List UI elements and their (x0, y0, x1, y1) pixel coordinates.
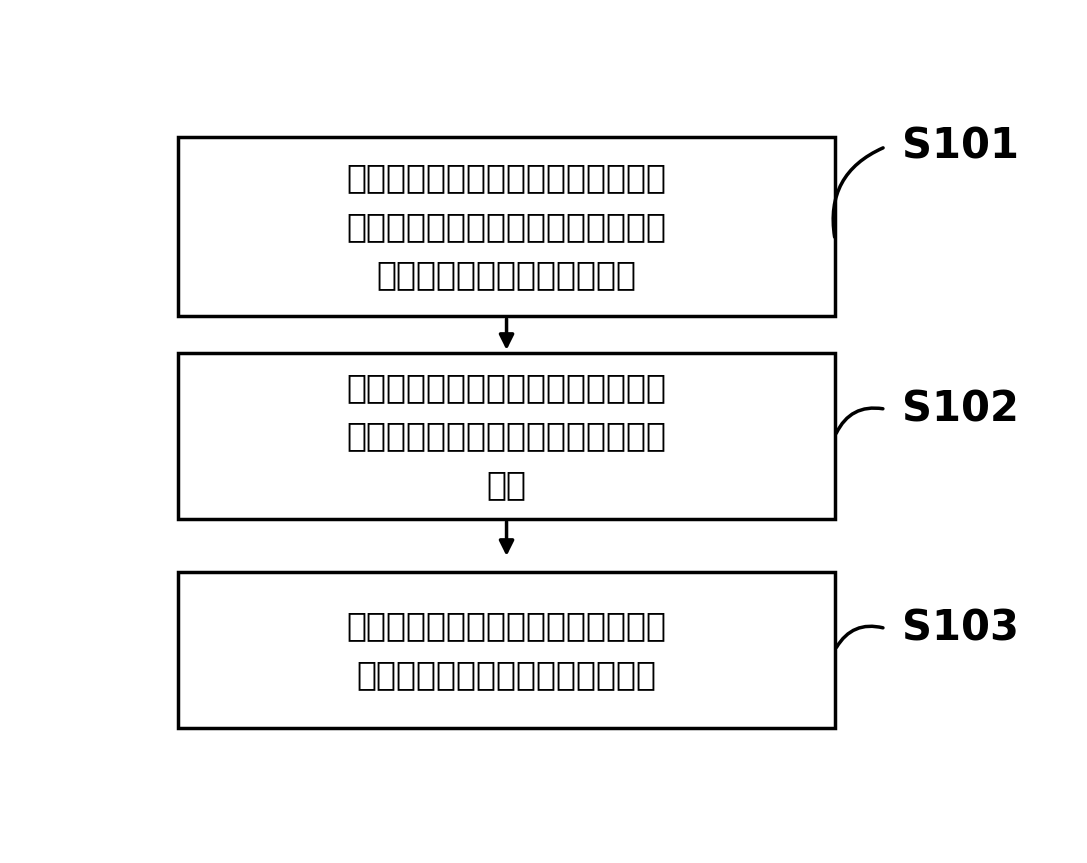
FancyBboxPatch shape (178, 572, 835, 728)
Text: 根据超前发电机群和滞后发电机群从
直流侧对交直流混联电网进行戴维南
等值: 根据超前发电机群和滞后发电机群从 直流侧对交直流混联电网进行戴维南 等值 (347, 371, 666, 501)
Text: 根据交直流混联电网的戴维南等值结
果调整交直流混联电网的运行方式: 根据交直流混联电网的戴维南等值结 果调整交直流混联电网的运行方式 (347, 609, 666, 691)
Text: S103: S103 (902, 608, 1020, 650)
FancyBboxPatch shape (178, 353, 835, 519)
Text: S101: S101 (902, 126, 1020, 167)
Text: 根据交直流混联电网的动态响应曲线
对送端交流系统进行双机等值，得到
超前发电机群和滞后发电机群: 根据交直流混联电网的动态响应曲线 对送端交流系统进行双机等值，得到 超前发电机群… (347, 161, 666, 292)
Text: S102: S102 (902, 388, 1020, 431)
FancyBboxPatch shape (178, 137, 835, 316)
